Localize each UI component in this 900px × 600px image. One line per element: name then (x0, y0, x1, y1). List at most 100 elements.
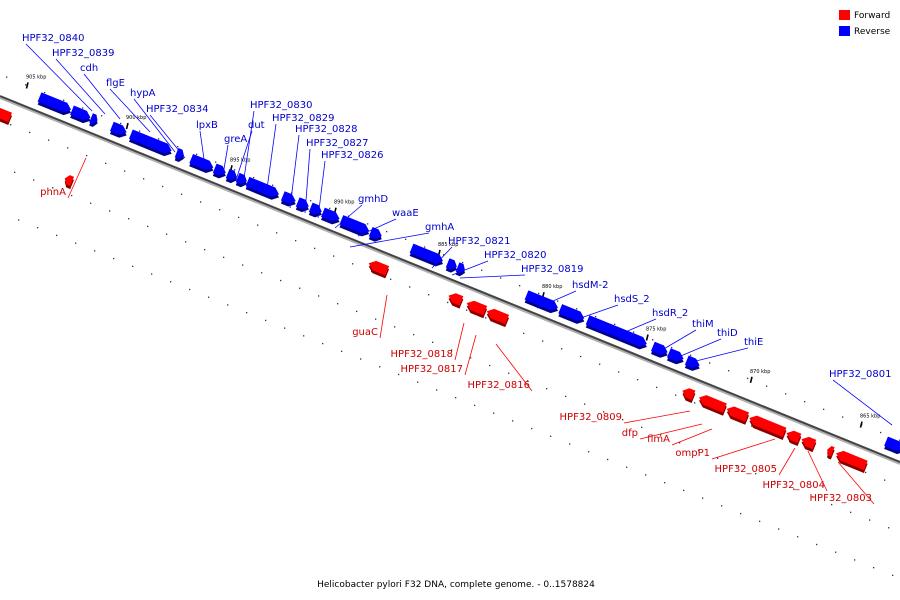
gene-label-hsdm-2[interactable]: hsdM-2 (572, 280, 609, 291)
gene-hpf32-0817[interactable] (466, 300, 488, 316)
guide-dot (485, 317, 487, 319)
gene-hsdm-2[interactable] (524, 290, 559, 311)
gene-label-hpf32-0820[interactable]: HPF32_0820 (484, 250, 546, 261)
gene-hpf32-0805[interactable] (786, 430, 802, 444)
gene-label-hpf32-0839[interactable]: HPF32_0839 (52, 48, 114, 59)
gene-hsdr-2[interactable] (585, 315, 647, 347)
gene-label-hpf32-0803[interactable]: HPF32_0803 (810, 493, 872, 504)
gene-hpf32-0839[interactable] (70, 105, 91, 121)
gene-label-thim[interactable]: thiM (692, 319, 714, 330)
gene-dfp[interactable] (699, 395, 727, 413)
gene-label-hpf32-0834[interactable]: HPF32_0834 (146, 104, 208, 115)
gene-label-ompp1[interactable]: ompP1 (675, 448, 710, 459)
gene-label-hypa[interactable]: hypA (130, 88, 156, 99)
gene-flma[interactable] (726, 406, 750, 422)
gene-dut[interactable] (225, 168, 237, 181)
gene-lpxb[interactable] (189, 153, 214, 171)
guide-dot (675, 394, 677, 396)
gene-label-hpf32-0819[interactable]: HPF32_0819 (521, 264, 583, 275)
gene-cdh[interactable] (89, 113, 98, 124)
gene-label-cdh[interactable]: cdh (80, 63, 98, 74)
gene-label-waae[interactable]: waaE (392, 208, 419, 219)
gene-label-hsdr-2[interactable]: hsdR_2 (652, 308, 688, 319)
gene-label-hpf32-0818[interactable]: HPF32_0818 (391, 349, 453, 360)
gene-label-gmhd[interactable]: gmhD (358, 194, 388, 205)
gene-label-grea[interactable]: greA (224, 134, 247, 145)
leader-hpf32-0830 (242, 110, 255, 186)
guide-dot (618, 371, 620, 373)
gene-hpf32-0829[interactable] (245, 176, 280, 197)
leader-hpf32-0828 (289, 134, 300, 209)
gene-label-guac[interactable]: guaC (352, 327, 378, 338)
gene-hpf32-0840[interactable] (37, 92, 72, 113)
gene-label-hpf32-0821[interactable]: HPF32_0821 (448, 236, 510, 247)
gene-label-hsds-2[interactable]: hsdS_2 (614, 294, 650, 305)
gene-label-thie[interactable]: thiE (744, 337, 763, 348)
guide-dot (565, 395, 567, 398)
gene-label-hpf32-0827[interactable]: HPF32_0827 (306, 138, 368, 149)
guide-dot (67, 147, 69, 149)
gene-label-hpf32-0840[interactable]: HPF32_0840 (22, 33, 84, 44)
gene-label-hpf32-0817[interactable]: HPF32_0817 (401, 364, 463, 375)
gene-label-flma[interactable]: flmA (647, 434, 670, 445)
gene-label-hpf32-0816[interactable]: HPF32_0816 (468, 380, 530, 391)
gene-label-hpf32-0830[interactable]: HPF32_0830 (250, 100, 312, 111)
gene-gmhd[interactable] (321, 207, 340, 222)
guide-dot (200, 201, 202, 203)
gene-label-dut[interactable]: dut (248, 120, 265, 131)
guide-dot (139, 130, 141, 132)
guide-dot (546, 388, 548, 390)
gene-hpf32-0830[interactable] (212, 163, 226, 176)
gene-hpf32-0803[interactable] (836, 450, 868, 470)
leader-flma (671, 428, 713, 446)
gene-thim[interactable] (650, 341, 668, 355)
gene-label-flge[interactable]: flgE (106, 78, 125, 89)
gene-hpf32-0801[interactable] (884, 436, 900, 452)
guide-dot (580, 355, 582, 358)
guide-dot (854, 559, 856, 561)
gene-label-hpf32-0809[interactable]: HPF32_0809 (560, 412, 622, 423)
tick-label: 865 kbp (860, 414, 880, 420)
gene-hpf32-0834[interactable] (174, 148, 184, 159)
guide-dot (816, 543, 818, 546)
gene-hypa[interactable] (129, 129, 172, 154)
guide-dot (709, 362, 711, 364)
gene-thid[interactable] (666, 348, 684, 362)
gene-label-lpxb[interactable]: lpxB (196, 120, 218, 131)
leader-gmha (349, 232, 430, 248)
gene-label-dfp[interactable]: dfp (622, 428, 638, 439)
gene-hpf32-0821[interactable] (409, 243, 444, 264)
gene-label-hpf32-0826[interactable]: HPF32_0826 (321, 150, 383, 161)
gene-unlabeled-1[interactable] (827, 446, 835, 457)
gene-waae[interactable] (339, 215, 370, 234)
guide-dot (462, 261, 464, 264)
gene-flge[interactable] (109, 121, 127, 135)
gene-phna[interactable] (64, 175, 75, 187)
guide-dot (379, 366, 381, 368)
guide-dot (447, 301, 449, 304)
gene-label-hpf32-0801[interactable]: HPF32_0801 (829, 369, 891, 380)
gene-hpf32-0820[interactable] (445, 258, 457, 270)
guide-dot (474, 404, 476, 407)
gene-hsds-2[interactable] (558, 304, 585, 321)
gene-hpf32-0816[interactable] (486, 308, 510, 325)
gene-unlabeled-0[interactable] (0, 107, 13, 123)
guide-dot (766, 385, 768, 387)
gene-label-phna[interactable]: phnA (40, 187, 66, 198)
guide-dot (109, 210, 111, 212)
gene-label-thid[interactable]: thiD (717, 328, 738, 339)
gene-ompp1[interactable] (749, 415, 787, 437)
gene-guac[interactable] (368, 260, 390, 276)
gene-label-hpf32-0804[interactable]: HPF32_0804 (763, 480, 825, 491)
gene-label-hpf32-0828[interactable]: HPF32_0828 (295, 124, 357, 135)
gene-hpf32-0809[interactable] (682, 388, 696, 400)
guide-dot (132, 265, 134, 267)
gene-label-gmha[interactable]: gmhA (425, 222, 454, 233)
guide-dot (645, 474, 647, 476)
guide-dot (865, 471, 867, 474)
gene-hpf32-0818[interactable] (448, 293, 464, 306)
gene-label-hpf32-0805[interactable]: HPF32_0805 (715, 464, 777, 475)
gene-label-hpf32-0829[interactable]: HPF32_0829 (272, 113, 334, 124)
gene-hpf32-0804[interactable] (801, 436, 817, 450)
